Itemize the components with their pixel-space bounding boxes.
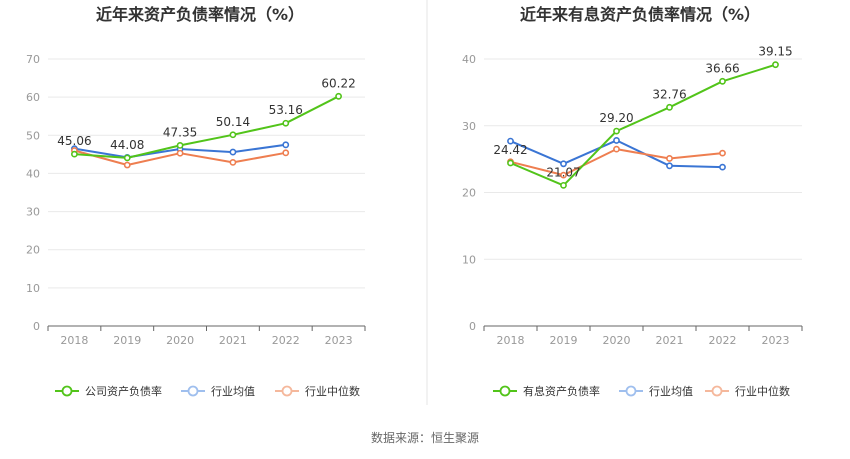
x-tick-label: 2018 [497, 334, 525, 347]
chart-1: 近年来资产负债率情况（%） 0 10 20 30 40 50 60 70 2018 2019 2020… [26, 5, 366, 398]
data-point [123, 154, 131, 162]
legend-label: 行业中位数 [305, 384, 360, 398]
y-tick-label: 20 [462, 187, 476, 200]
data-point [666, 162, 673, 170]
data-point [719, 149, 726, 157]
data-point [282, 149, 290, 157]
data-label: 39.15 [758, 45, 792, 59]
legend-marker [625, 385, 637, 397]
data-point [176, 149, 184, 157]
data-point [560, 171, 567, 179]
data-label: 45.06 [57, 134, 91, 148]
data-point [613, 137, 620, 144]
data-point [507, 137, 514, 145]
y-tick-label: 20 [26, 244, 40, 257]
x-tick-label: 2023 [762, 334, 790, 347]
legend-marker [499, 385, 511, 397]
data-point [176, 141, 184, 149]
y-tick-label: 0 [469, 320, 476, 333]
x-tick-label: 2023 [325, 334, 353, 347]
x-tick-label: 2021 [656, 334, 684, 347]
data-point [507, 159, 514, 167]
y-tick-label: 30 [26, 206, 40, 219]
legend-marker [281, 385, 293, 397]
chart-2: 近年来有息资产负债率情况（%） 0 10 20 30 40 2018 2019 2020 2021… [462, 5, 803, 398]
y-tick-label: 40 [462, 53, 476, 66]
series-line [74, 95, 340, 159]
data-point [560, 160, 567, 168]
x-tick-label: 2022 [272, 334, 300, 347]
x-tick-label: 2021 [219, 334, 247, 347]
x-tick-label: 2019 [113, 334, 141, 347]
data-point [613, 127, 620, 135]
legend-label: 行业均值 [649, 385, 693, 398]
data-point [229, 158, 237, 166]
data-point [71, 150, 78, 158]
data-label: 21.07 [546, 165, 580, 179]
data-point [719, 163, 726, 171]
data-point [335, 92, 342, 100]
chart-title: 近年来资产负债率情况（%） [96, 5, 304, 24]
data-point [560, 181, 567, 189]
data-point [229, 148, 237, 156]
data-point [229, 131, 237, 139]
legend-label: 行业均值 [211, 385, 255, 398]
data-label: 32.76 [652, 87, 686, 101]
y-tick-label: 0 [33, 320, 40, 333]
data-label: 36.66 [705, 61, 739, 75]
data-point [282, 119, 290, 127]
data-point [123, 161, 131, 169]
x-tick-label: 2019 [550, 334, 578, 347]
series-line [510, 139, 723, 169]
x-tick-label: 2018 [60, 334, 88, 347]
y-tick-label: 10 [26, 282, 40, 295]
series-line [510, 148, 723, 177]
x-tick-label: 2020 [166, 334, 194, 347]
legend-item: 行业均值 [619, 385, 693, 398]
x-tick-label: 2022 [709, 334, 737, 347]
data-point [666, 103, 673, 111]
legend-item: 行业均值 [181, 385, 255, 398]
data-label: 47.35 [163, 125, 197, 139]
data-point [719, 77, 726, 85]
data-label: 53.16 [269, 103, 303, 117]
data-label: 44.08 [110, 138, 144, 152]
legend-item: 行业中位数 [705, 384, 790, 398]
data-label: 50.14 [216, 115, 250, 129]
legend-label: 有息资产负债率 [523, 384, 600, 398]
series-line [510, 63, 776, 187]
source-label: 数据来源：恒生聚源 [371, 430, 479, 445]
y-tick-label: 30 [462, 120, 476, 133]
data-point [282, 141, 290, 149]
chart-title: 近年来有息资产负债率情况（%） [520, 5, 760, 24]
data-label: 60.22 [321, 76, 355, 90]
legend-marker [187, 385, 199, 397]
data-label: 24.42 [493, 143, 527, 157]
legend-item: 行业中位数 [275, 384, 360, 398]
legend-label: 公司资产负债率 [85, 384, 162, 398]
x-tick-label: 2020 [603, 334, 631, 347]
y-tick-label: 50 [26, 129, 40, 142]
y-tick-label: 70 [26, 53, 40, 66]
y-tick-label: 60 [26, 91, 40, 104]
legend-item: 有息资产负债率 [493, 384, 600, 398]
legend-label: 行业中位数 [735, 384, 790, 398]
data-point [772, 61, 779, 69]
data-label: 29.20 [599, 111, 633, 125]
legend-marker [61, 385, 73, 397]
data-point [666, 155, 673, 162]
legend-marker [711, 385, 723, 397]
y-tick-label: 40 [26, 167, 40, 180]
y-tick-label: 10 [462, 253, 476, 266]
legend-item: 公司资产负债率 [55, 384, 162, 398]
data-point [613, 145, 620, 153]
